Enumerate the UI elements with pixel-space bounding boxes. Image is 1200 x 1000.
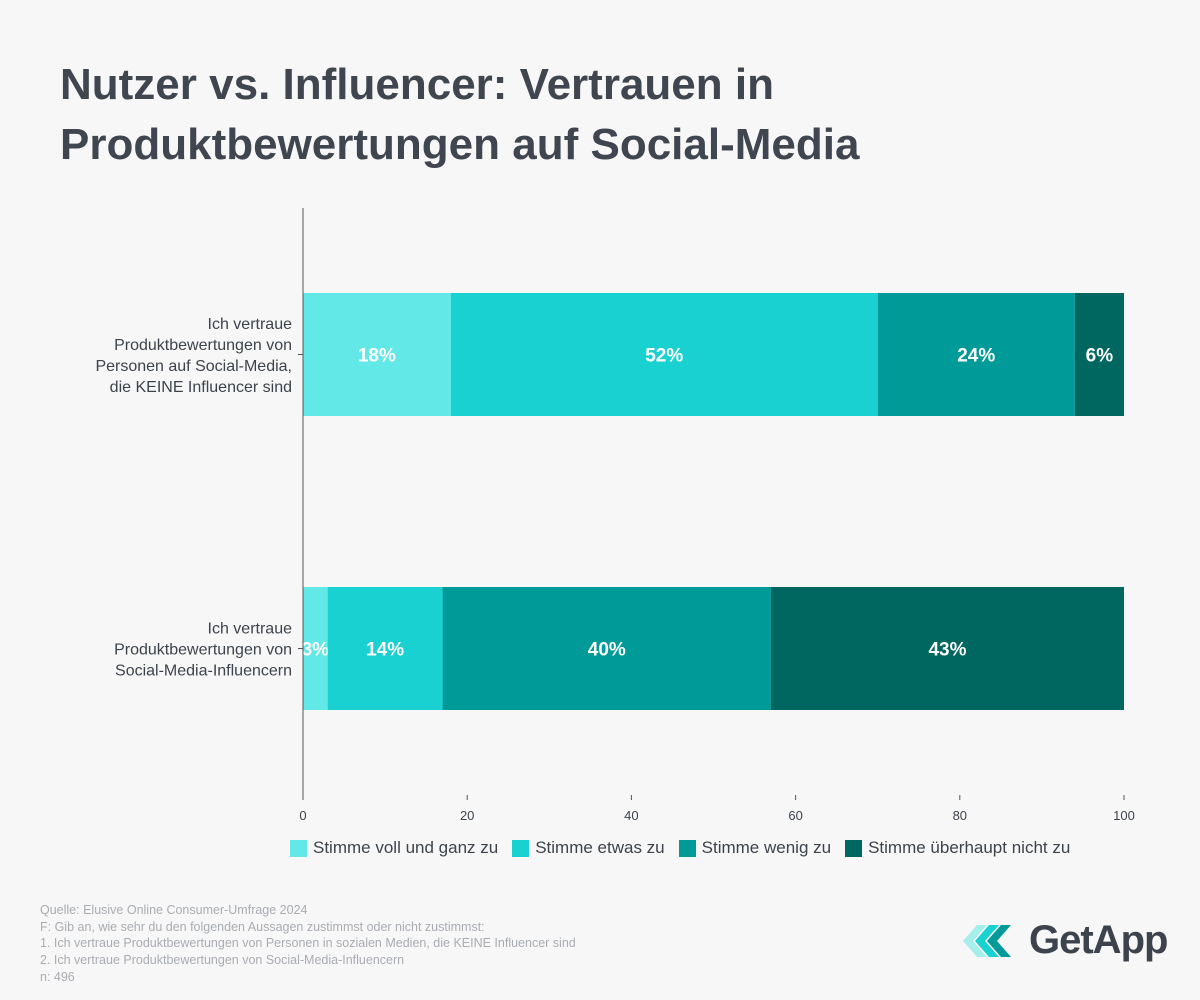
bar-segment [442,587,771,710]
bar-segment [303,587,328,710]
legend-swatch [845,839,863,857]
data-label: 43% [928,640,966,661]
sample-size-line: n: 496 [40,969,75,984]
legend-item: Stimme wenig zu [678,838,832,858]
bar-segment [450,293,878,416]
data-label: 24% [957,346,995,367]
category-label: Produktbewertungen von [114,337,292,354]
data-label: 52% [645,346,683,367]
category-label: Personen auf Social-Media, [95,358,292,375]
statement-1-line: 1. Ich vertraue Produktbewertungen von P… [40,936,576,951]
footer-notes: Quelle: Elusive Online Consumer-Umfrage … [40,902,576,986]
legend-label: Stimme wenig zu [701,838,832,857]
category-label: Ich vertraue [208,621,293,638]
legend-label: Stimme überhaupt nicht zu [868,838,1071,857]
data-label: 40% [588,640,626,661]
legend-swatch [290,839,307,857]
x-tick-label: 60 [788,808,802,823]
source-line: Quelle: Elusive Online Consumer-Umfrage … [40,903,308,917]
category-label: Ich vertraue [208,316,293,333]
bar-segment [327,587,443,710]
bar-segment [770,587,1124,710]
bar-chart: 18% 52% 24% 6% Ich vertraue Produktbewertunge… [95,208,1135,823]
data-label: 6% [1086,346,1114,367]
legend-item: Stimme etwas zu [512,838,665,858]
bar-segment [877,293,1075,416]
data-label: 3% [302,640,330,661]
legend-swatch [512,839,530,857]
x-tick-label: 100 [1113,808,1135,823]
legend-label: Stimme etwas zu [535,838,665,857]
x-tick-label: 40 [624,808,638,823]
question-line: F: Gib an, wie sehr du den folgenden Aus… [40,919,485,934]
bar-segment [303,293,451,416]
category-label: Social-Media-Influencern [115,663,292,680]
legend-label: Stimme voll und ganz zu [313,838,499,857]
getapp-chevrons-icon [963,924,1011,957]
data-label: 14% [366,640,404,661]
legend-item: Stimme überhaupt nicht zu [845,838,1070,858]
legend-swatch [678,839,696,857]
logo-text: GetApp [1029,918,1168,962]
statement-2-line: 2. Ich vertraue Produktbewertungen von S… [40,953,405,968]
getapp-logo: GetApp [963,918,1168,963]
chart-title: Nutzer vs. Influencer: Vertrauen in Prod… [60,60,860,169]
legend-item: Stimme voll und ganz zu [290,838,498,858]
category-label: die KEINE Influencer sind [110,379,292,396]
data-label: 18% [358,346,396,367]
category-label: Produktbewertungen von [114,642,292,659]
legend: Stimme voll und ganz zu Stimme etwas zu … [290,838,1084,858]
x-tick-label: 80 [953,808,967,823]
x-tick-label: 0 [299,808,306,823]
bar-segment [1074,293,1124,416]
x-tick-label: 20 [460,808,474,823]
